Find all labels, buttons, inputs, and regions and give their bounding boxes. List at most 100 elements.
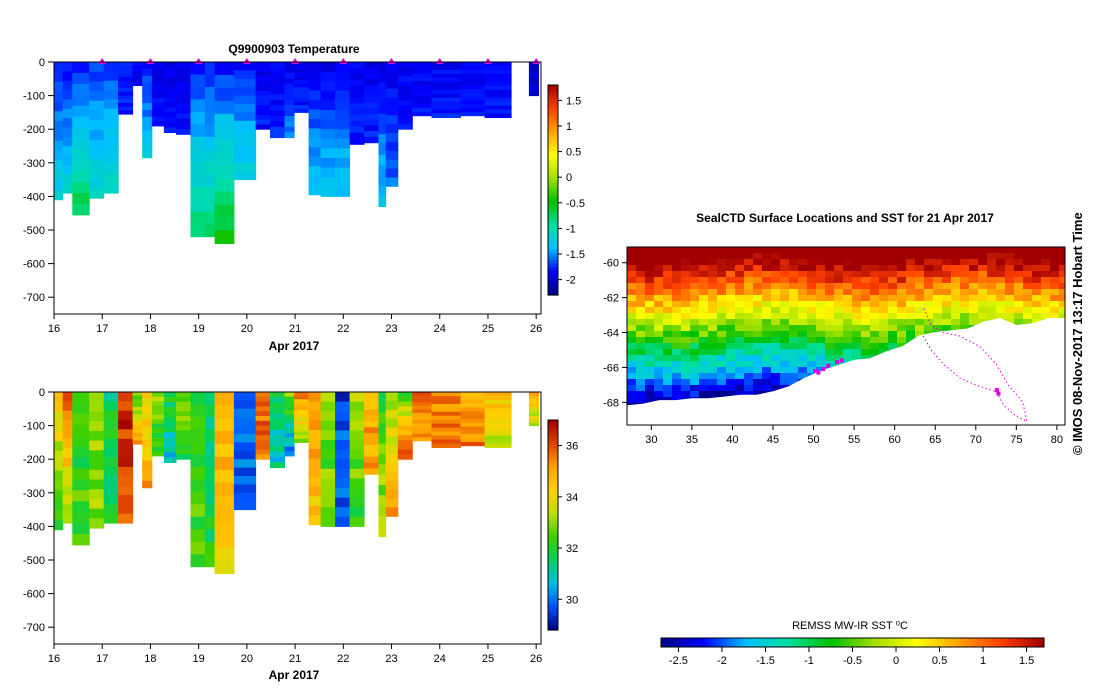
sst-cell	[1059, 271, 1065, 278]
sst-cell	[645, 391, 655, 398]
lat-tick-label: -62	[603, 293, 619, 305]
sst-cell	[645, 283, 655, 290]
sst-cell	[753, 343, 763, 350]
sst-cell	[753, 373, 763, 380]
profile-cell	[62, 429, 73, 440]
sst-cell	[636, 367, 646, 374]
sst-cell	[978, 283, 988, 290]
sst-cell	[1014, 247, 1024, 254]
sst-cell	[915, 289, 925, 296]
colorbar-cell	[548, 99, 558, 104]
sst-cell	[825, 277, 835, 284]
sst-cell	[708, 259, 718, 266]
sst-cell	[861, 259, 871, 266]
sst-cell	[942, 283, 952, 290]
profile-cell	[270, 83, 285, 90]
profile-cell	[294, 80, 310, 85]
profile-cell	[151, 121, 165, 127]
sst-cell	[798, 331, 808, 338]
profile-cell	[460, 441, 486, 447]
profile-cell	[528, 86, 539, 89]
sst-cell	[996, 295, 1006, 302]
profile-cell	[284, 392, 295, 398]
profile-cell	[62, 118, 73, 129]
sst-cell	[744, 313, 754, 320]
sst-cell	[843, 301, 853, 308]
lon-tick-label: 65	[929, 434, 941, 446]
colorbar-cell	[548, 186, 558, 191]
profile-cell	[103, 174, 119, 185]
sst-cell	[672, 337, 682, 344]
colorbar-cell	[548, 137, 558, 142]
profile-cell	[62, 174, 73, 185]
sst-cell	[726, 259, 736, 266]
sst-cell	[825, 313, 835, 320]
sst-cell	[933, 325, 943, 332]
sst-cell	[627, 295, 637, 302]
profile-cell	[72, 105, 90, 118]
profile-cell	[484, 113, 512, 118]
colorbar-cell	[548, 584, 558, 589]
sst-cell	[969, 259, 979, 266]
profile-cell	[270, 89, 285, 95]
profile-cell	[431, 403, 461, 409]
profile-cell	[284, 78, 295, 85]
colorbar-cell	[548, 437, 558, 442]
sst-cell	[708, 307, 718, 314]
profile-cell	[308, 90, 322, 101]
profile-cell	[54, 431, 64, 442]
profile-cell	[151, 451, 165, 457]
sst-cell	[1032, 307, 1042, 314]
sst-cell	[1005, 283, 1015, 290]
profile-cell	[335, 158, 351, 169]
colorbar-cell	[548, 253, 558, 258]
profile-cell	[72, 468, 90, 480]
profile-cell	[294, 406, 310, 411]
colorbar-cell	[548, 263, 558, 268]
colorbar-cell	[548, 162, 558, 167]
sst-cell	[870, 313, 880, 320]
profile-cell	[233, 425, 257, 435]
profile-cell	[284, 105, 295, 112]
profile-cell	[349, 392, 365, 403]
profile-cell	[364, 90, 379, 98]
profile-cell	[103, 90, 119, 100]
sst-cell	[1050, 253, 1060, 260]
profile-cell	[89, 498, 105, 510]
profile-cell	[284, 94, 295, 101]
sst-map-latitude-axis: -60-62-64-66-68	[603, 258, 627, 409]
sst-cell	[636, 313, 646, 320]
profile-cell	[151, 62, 165, 68]
sst-cell	[987, 277, 997, 284]
profile-cell	[335, 392, 351, 403]
surface-location	[839, 358, 844, 363]
sst-cell	[807, 319, 817, 326]
sst-cell	[663, 373, 673, 380]
sst-cell	[852, 337, 862, 344]
sst-cell	[861, 349, 871, 356]
sst-cell	[672, 295, 682, 302]
sst-cell	[744, 265, 754, 272]
profile-cell	[176, 93, 191, 99]
profile-cell	[294, 413, 310, 418]
profile-cell	[385, 418, 399, 428]
profile-cell	[528, 420, 539, 424]
profile-cell	[335, 100, 351, 111]
x-tick-label: 16	[48, 323, 60, 335]
profile-cell	[89, 81, 105, 92]
sst-cell	[654, 271, 664, 278]
profile-cell	[378, 392, 387, 403]
sst-cell	[888, 313, 898, 320]
sst-cell	[825, 349, 835, 356]
sst-cell	[942, 289, 952, 296]
sst-cell	[717, 277, 727, 284]
sst-cell	[834, 355, 844, 362]
sst-cell	[933, 277, 943, 284]
profile-cell	[349, 516, 365, 527]
profile-cell	[284, 116, 295, 122]
profile-cell	[54, 170, 64, 181]
profile-cell	[349, 73, 365, 81]
sst-cell	[762, 379, 772, 386]
sst-cell	[843, 325, 853, 332]
sst-cell	[879, 247, 889, 254]
